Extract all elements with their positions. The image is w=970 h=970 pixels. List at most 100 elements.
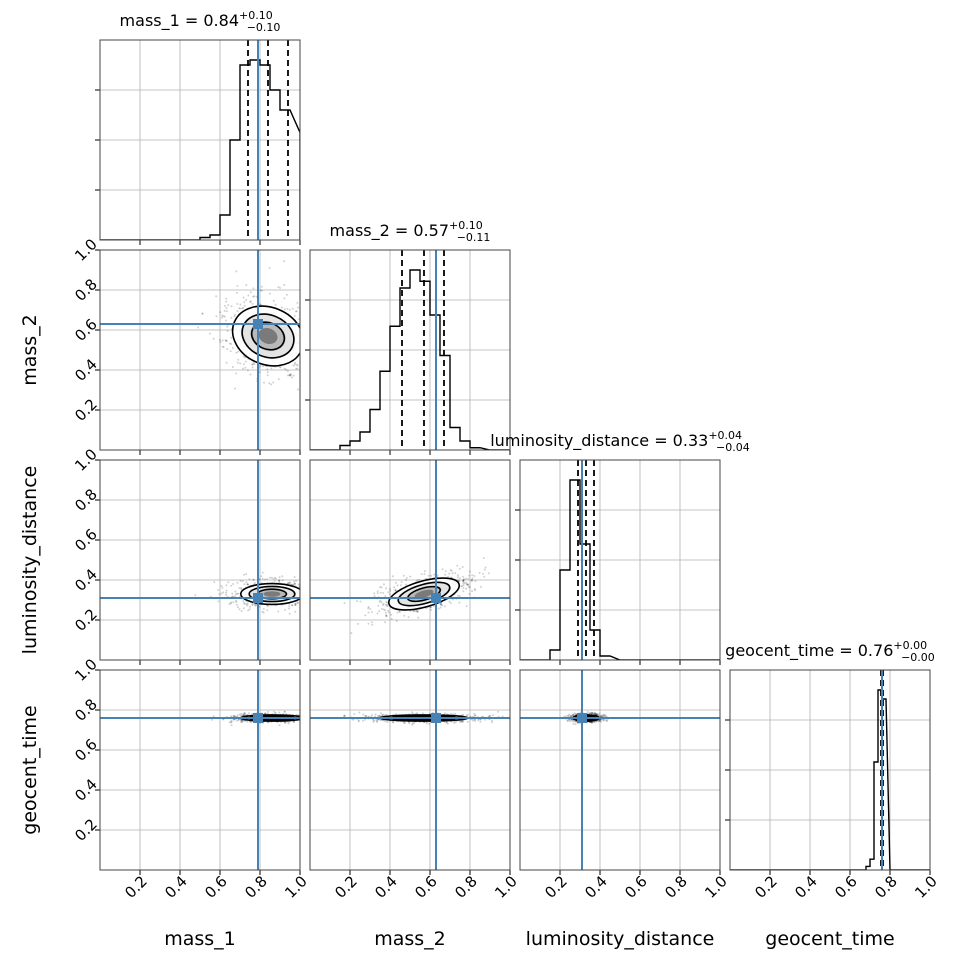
sample-point	[599, 718, 602, 721]
sample-point	[242, 602, 245, 605]
sample-point	[405, 576, 408, 579]
sample-point	[301, 588, 303, 590]
sample-point	[234, 590, 237, 593]
sample-point	[263, 578, 266, 581]
sample-point	[222, 315, 225, 318]
sample-point	[385, 587, 388, 590]
sample-point	[239, 303, 242, 306]
sample-point	[259, 364, 262, 367]
sample-point	[221, 339, 224, 342]
sample-point	[380, 712, 382, 715]
sample-point	[430, 609, 433, 611]
sample-point	[386, 605, 389, 608]
sample-point	[382, 608, 385, 611]
sample-point	[242, 306, 245, 309]
sample-point	[243, 712, 246, 715]
sample-point	[315, 322, 317, 324]
sample-point	[300, 584, 302, 586]
sample-point	[236, 592, 239, 595]
sample-point	[252, 287, 255, 290]
sample-point	[212, 337, 215, 340]
sample-point	[315, 587, 317, 589]
sample-point	[301, 717, 303, 719]
sample-point	[305, 335, 307, 337]
sample-point	[569, 720, 572, 723]
sample-point	[384, 611, 387, 614]
sample-point	[318, 587, 320, 589]
sample-point	[238, 608, 241, 611]
sample-point	[211, 718, 213, 721]
sample-point	[303, 718, 305, 720]
sample-point	[307, 585, 309, 587]
sample-point	[330, 356, 332, 358]
sample-point	[262, 608, 265, 610]
sample-point	[444, 712, 446, 715]
panel-frame	[99, 459, 301, 661]
sample-point	[288, 607, 291, 610]
hist-contents	[730, 670, 930, 870]
sample-point	[303, 718, 305, 720]
title-mass_2: mass_2 = 0.57+0.10 −0.11	[330, 219, 491, 244]
sample-point	[458, 567, 461, 570]
sample-point	[305, 600, 307, 602]
sample-point	[304, 717, 306, 719]
sample-point	[248, 578, 251, 581]
sample-point	[302, 716, 304, 718]
sample-point	[302, 720, 304, 722]
sample-point	[289, 581, 292, 584]
sample-point	[230, 584, 233, 587]
x-tick-label: 0.8	[871, 872, 901, 902]
sample-point	[303, 714, 305, 716]
sample-point	[412, 722, 415, 725]
sample-point	[266, 605, 269, 607]
sample-point	[248, 712, 250, 715]
sample-point	[474, 719, 477, 722]
sample-point	[305, 335, 307, 337]
title-lower: −0.11	[457, 231, 491, 244]
sample-point	[449, 569, 452, 571]
sample-point	[594, 712, 597, 715]
sample-point	[589, 712, 592, 715]
sample-point	[423, 573, 426, 575]
sample-point	[379, 719, 382, 722]
x-tick-label: 0.2	[541, 872, 571, 902]
sample-point	[232, 601, 235, 604]
sample-point	[230, 719, 233, 722]
sample-point	[379, 599, 382, 602]
sample-point	[343, 715, 346, 718]
sample-point	[269, 576, 271, 579]
sample-point	[343, 714, 346, 717]
sample-point	[462, 579, 464, 582]
sample-point	[392, 721, 395, 724]
sample-point	[305, 356, 307, 358]
panel-frame	[99, 249, 301, 451]
sample-point	[261, 289, 263, 292]
sample-point	[357, 719, 360, 722]
sample-point	[289, 373, 292, 376]
sample-point	[225, 361, 228, 364]
sample-point	[296, 601, 299, 604]
sample-point	[457, 576, 459, 579]
sample-point	[261, 577, 264, 580]
sample-point	[394, 589, 397, 592]
sample-point	[224, 339, 227, 342]
sample-point	[286, 307, 289, 310]
sample-point	[223, 304, 226, 307]
sample-point	[365, 715, 368, 718]
sample-point	[225, 297, 228, 300]
sample-point	[305, 607, 307, 609]
sample-point	[283, 367, 286, 370]
sample-point	[448, 600, 451, 603]
sample-point	[604, 715, 607, 718]
sample-point	[241, 721, 244, 724]
sample-point	[306, 593, 308, 595]
sample-point	[251, 363, 254, 366]
sample-point	[301, 581, 303, 583]
sample-point	[235, 291, 238, 294]
sample-point	[398, 610, 401, 613]
sample-point	[303, 716, 305, 718]
sample-point	[474, 714, 477, 717]
title-geocent_time: geocent_time = 0.76+0.00 −0.00	[725, 639, 935, 664]
panel-frame	[99, 39, 301, 241]
sample-point	[289, 374, 292, 377]
